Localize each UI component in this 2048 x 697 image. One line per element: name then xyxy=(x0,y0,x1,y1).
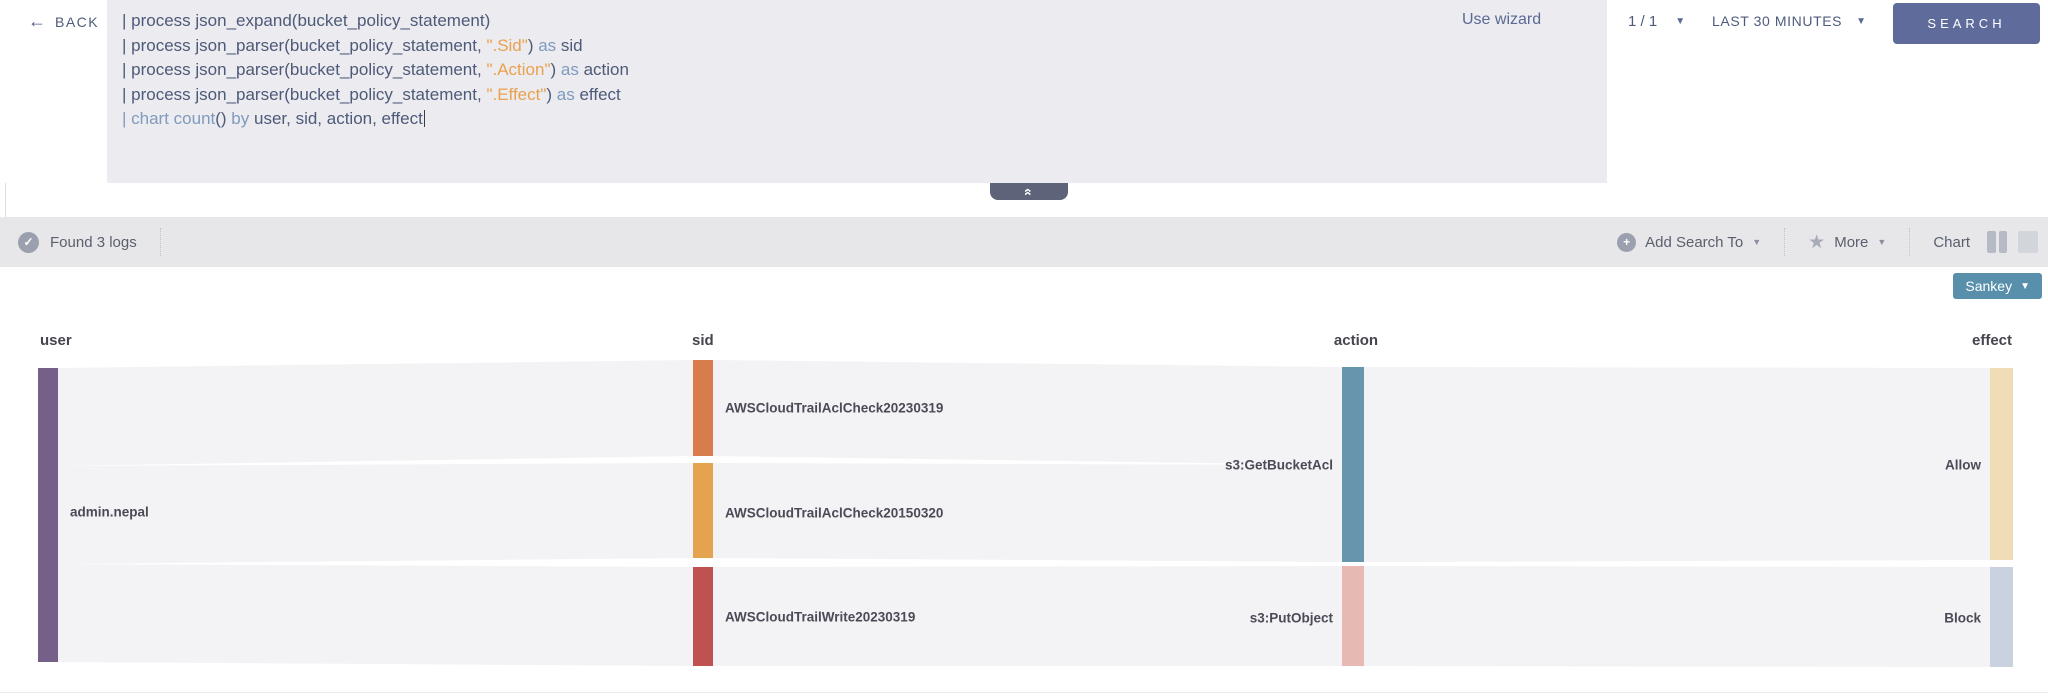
full-view-icon[interactable] xyxy=(2018,231,2038,253)
more-label: More xyxy=(1834,233,1869,251)
chart-area: Sankey ▼ admin.nepal AWSCloudTrailAclChec… xyxy=(0,267,2048,697)
divider xyxy=(1909,228,1911,256)
check-circle-icon: ✓ xyxy=(18,231,39,253)
sankey-node[interactable] xyxy=(1990,368,2013,560)
sankey-column-header: effect xyxy=(1971,332,2013,349)
sankey-node-label: admin.nepal xyxy=(70,504,149,520)
sankey-node[interactable] xyxy=(693,360,713,456)
star-icon: ★ xyxy=(1808,231,1826,253)
sankey-node[interactable] xyxy=(1342,367,1364,562)
found-logs-text: Found 3 logs xyxy=(50,233,137,251)
query-token: sid xyxy=(556,35,583,55)
query-token: ) xyxy=(546,84,557,104)
query-editor[interactable]: | process json_expand(bucket_policy_stat… xyxy=(107,0,1607,183)
use-wizard-link[interactable]: Use wizard xyxy=(1462,11,1542,28)
add-search-to-label: Add Search To xyxy=(1645,233,1744,251)
chart-label: Chart xyxy=(1933,233,1970,251)
add-search-to-button[interactable]: + Add Search To ▼ xyxy=(1617,232,1762,252)
sankey-node-label: s3:GetBucketAcl xyxy=(1224,457,1333,473)
caret-down-icon: ▼ xyxy=(1877,237,1887,247)
split-view-icon[interactable] xyxy=(1987,231,2007,253)
sankey-node-label: AWSCloudTrailWrite20230319 xyxy=(725,609,916,625)
sankey-node-label: AWSCloudTrailAclCheck20150320 xyxy=(725,505,944,521)
divider xyxy=(1784,228,1786,256)
sankey-node[interactable] xyxy=(693,463,713,558)
query-token: ) xyxy=(527,35,539,55)
query-token: | process json_parser(bucket_policy_stat… xyxy=(122,35,487,55)
divider xyxy=(159,228,161,256)
sankey-flow xyxy=(713,463,1342,562)
status-left: ✓ Found 3 logs xyxy=(0,228,173,256)
caret-down-icon: ▼ xyxy=(1856,15,1867,27)
pagination-dropdown[interactable]: 1 / 1 ▼ xyxy=(1628,13,1685,30)
query-token: | process json_expand(bucket_policy_stat… xyxy=(122,11,491,30)
query-line: | process json_parser(bucket_policy_stat… xyxy=(122,58,1607,83)
time-range-dropdown[interactable]: LAST 30 MINUTES ▼ xyxy=(1712,13,1867,29)
query-token: ".Sid" xyxy=(486,35,528,55)
query-token: effect xyxy=(574,84,621,104)
query-token: ".Effect" xyxy=(486,84,547,104)
pagination-label: 1 / 1 xyxy=(1628,13,1658,30)
query-token: as xyxy=(556,84,575,104)
sankey-chart: admin.nepal AWSCloudTrailAclCheck20230319… xyxy=(0,310,2048,675)
plus-circle-icon: + xyxy=(1617,232,1637,252)
sankey-column-header: sid xyxy=(692,332,714,349)
query-line: | process json_parser(bucket_policy_stat… xyxy=(122,34,1607,59)
sankey-flow xyxy=(713,566,1342,666)
sankey-flow xyxy=(58,564,693,666)
sankey-flow xyxy=(58,463,693,564)
query-token: ) xyxy=(550,60,561,80)
time-range-label: LAST 30 MINUTES xyxy=(1712,13,1843,29)
query-line: | chart count() by user, sid, action, ef… xyxy=(122,107,1607,132)
sankey-node[interactable] xyxy=(1990,567,2013,667)
caret-down-icon: ▼ xyxy=(2020,280,2030,292)
query-token: | process json_parser(bucket_policy_stat… xyxy=(122,60,487,80)
caret-down-icon: ▼ xyxy=(1752,237,1762,247)
query-token: as xyxy=(560,60,579,80)
chevrons-up-icon: « xyxy=(1020,187,1037,196)
query-token: | chart count xyxy=(122,109,216,129)
query-token: () xyxy=(215,109,227,129)
query-token: | process json_parser(bucket_policy_stat… xyxy=(122,84,487,104)
chart-type-label: Sankey xyxy=(1965,278,2013,294)
query-editor-lines: | process json_expand(bucket_policy_stat… xyxy=(122,9,1607,132)
sankey-node[interactable] xyxy=(1342,566,1364,666)
back-arrow-icon: ← xyxy=(28,11,46,31)
sankey-node-label: AWSCloudTrailAclCheck20230319 xyxy=(725,400,944,416)
status-bar: ✓ Found 3 logs + Add Search To ▼ ★ More … xyxy=(0,217,2048,267)
sankey-column-header: user xyxy=(40,332,72,349)
sankey-flow xyxy=(58,360,693,466)
back-label: BACK xyxy=(55,13,100,30)
text-cursor xyxy=(423,110,426,128)
search-header: ← BACK | process json_expand(bucket_poli… xyxy=(0,0,2048,183)
query-token: ".Action" xyxy=(486,60,551,80)
window-bottom-border xyxy=(0,692,2048,693)
query-token: action xyxy=(578,60,629,80)
query-token: as xyxy=(538,35,557,55)
sankey-node[interactable] xyxy=(38,368,58,662)
more-button[interactable]: ★ More ▼ xyxy=(1808,231,1886,254)
sankey-column-header: action xyxy=(1333,332,1379,349)
back-button[interactable]: ← BACK xyxy=(28,11,99,32)
query-line: | process json_expand(bucket_policy_stat… xyxy=(122,9,1607,34)
query-token: by xyxy=(226,109,250,129)
collapse-query-button[interactable]: « xyxy=(990,183,1068,200)
search-button[interactable]: SEARCH xyxy=(1893,3,2040,44)
sankey-node-label: Allow xyxy=(1945,457,1981,473)
status-right: + Add Search To ▼ ★ More ▼ Chart xyxy=(1617,228,2048,256)
sankey-node-label: s3:PutObject xyxy=(1249,610,1333,626)
caret-down-icon: ▼ xyxy=(1675,16,1686,27)
sankey-flow xyxy=(1364,566,1990,667)
sankey-flow xyxy=(1364,367,1990,562)
query-line: | process json_parser(bucket_policy_stat… xyxy=(122,83,1607,108)
sankey-node-label: Block xyxy=(1944,610,1981,626)
sankey-flow xyxy=(713,360,1342,465)
sankey-node[interactable] xyxy=(693,567,713,666)
chart-type-dropdown[interactable]: Sankey ▼ xyxy=(1953,273,2042,299)
query-token: user, sid, action, effect xyxy=(249,109,423,129)
